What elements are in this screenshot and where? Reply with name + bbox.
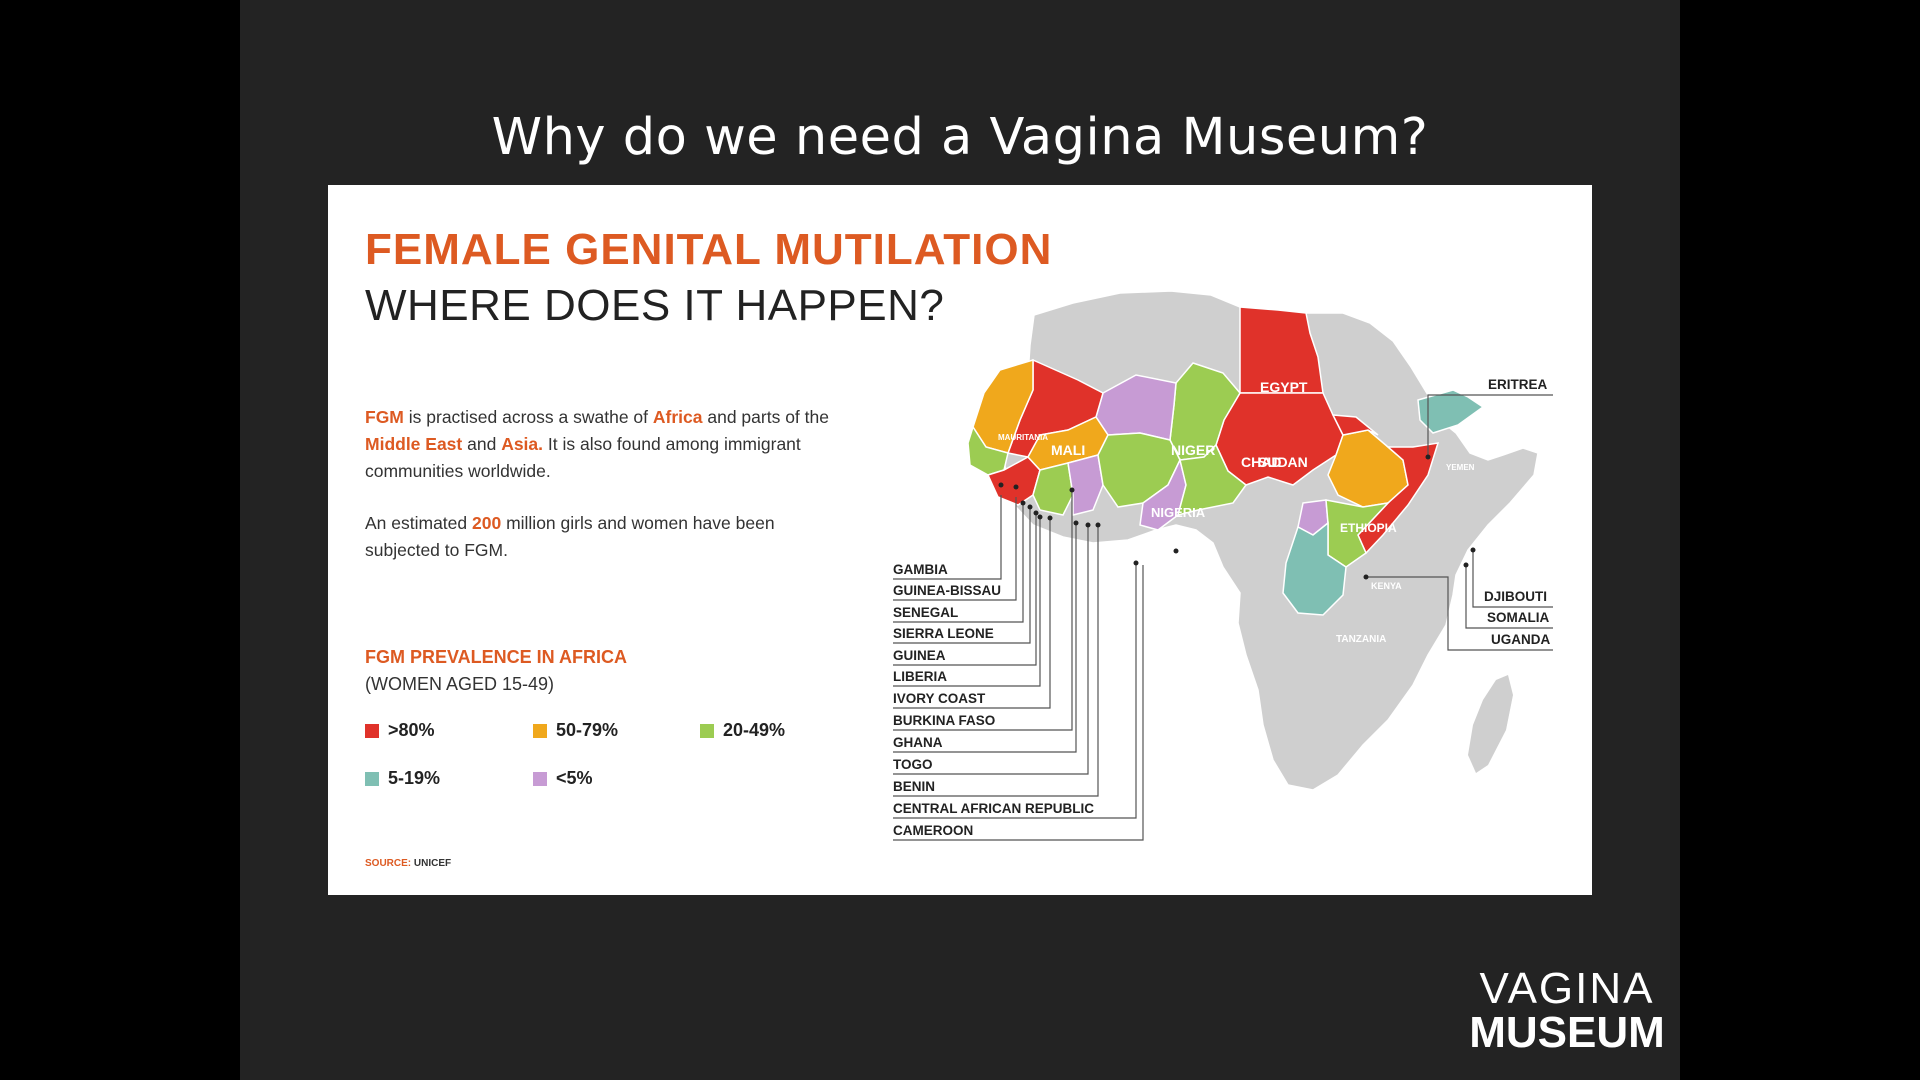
callout-togo: TOGO	[893, 757, 933, 772]
callout-gambia: GAMBIA	[893, 562, 948, 577]
slide-title: Why do we need a Vagina Museum?	[491, 108, 1429, 167]
label-egypt: EGYPT	[1260, 379, 1308, 395]
legend-title: FGM PREVALENCE IN AFRICA	[365, 647, 628, 667]
map-dot	[1037, 514, 1043, 520]
text-span: An estimated	[365, 513, 472, 533]
car-region	[1176, 443, 1248, 517]
text-span: and	[462, 434, 502, 454]
callout-uganda: UGANDA	[1491, 632, 1550, 647]
map-dot	[1047, 515, 1053, 521]
map-dot	[1363, 574, 1369, 580]
label-kenya: KENYA	[1371, 581, 1402, 591]
callout-dots	[998, 482, 1179, 566]
map-dot	[1173, 548, 1179, 554]
map-dot	[998, 482, 1004, 488]
legend-swatch	[533, 723, 547, 738]
map-dot	[1085, 522, 1091, 528]
callout-liberia: LIBERIA	[893, 669, 947, 684]
source-label: SOURCE:	[365, 858, 412, 869]
callout-benin: BENIN	[893, 779, 935, 794]
callout-ghana: GHANA	[893, 735, 943, 750]
map-dot	[1463, 562, 1469, 568]
logo-line2: MUSEUM	[1469, 1008, 1665, 1057]
legend-swatch	[365, 771, 379, 786]
callout-ivory-coast: IVORY COAST	[893, 691, 986, 706]
map-dot	[1470, 547, 1476, 553]
yemen-region	[1417, 389, 1485, 434]
map-dot	[1027, 504, 1033, 510]
map-dot	[1425, 454, 1431, 460]
tanzania-region	[1282, 521, 1347, 616]
callout-burkina-faso: BURKINA FASO	[893, 713, 995, 728]
text-highlight: 200	[472, 513, 502, 533]
callout-djibouti: DJIBOUTI	[1484, 589, 1547, 604]
map-dot	[1069, 487, 1075, 493]
label-niger: NIGER	[1171, 442, 1215, 458]
label-nigeria: NIGERIA	[1151, 505, 1206, 520]
intro-paragraph: FGM is practised across a swathe of Afri…	[365, 404, 835, 485]
callout-somalia: SOMALIA	[1487, 610, 1549, 625]
infographic-heading: FEMALE GENITAL MUTILATION	[365, 225, 1053, 274]
map-dot	[1133, 560, 1139, 566]
eritrea-region	[1331, 414, 1379, 436]
legend-subtitle: (WOMEN AGED 15-49)	[365, 674, 555, 694]
label-mauritania: MAURITANIA	[998, 433, 1048, 442]
legend-item: <5%	[533, 768, 593, 789]
text-highlight: Africa	[652, 407, 703, 427]
legend-label: 20-49%	[723, 720, 786, 740]
legend-swatch	[533, 771, 547, 786]
text-highlight: Asia.	[501, 434, 544, 454]
legend-label: <5%	[556, 768, 593, 788]
legend-label: 5-19%	[388, 768, 441, 788]
map-dot	[1095, 522, 1101, 528]
text-span: is practised across a swathe of	[403, 407, 653, 427]
text-highlight: FGM	[365, 407, 404, 427]
label-sudan: SUDAN	[1258, 454, 1308, 470]
somalia-region	[1357, 442, 1440, 555]
source-value: UNICEF	[413, 858, 452, 869]
callout-guinea: GUINEA	[893, 648, 946, 663]
presentation-slide: Why do we need a Vagina Museum? FEMALE G…	[240, 0, 1680, 1080]
ivory-coast-region	[1032, 462, 1074, 516]
label-mali: MALI	[1051, 442, 1085, 458]
legend-item: 20-49%	[700, 720, 785, 741]
callout-eritrea: ERITREA	[1488, 377, 1548, 392]
callout-guinea-bissau: GUINEA-BISSAU	[893, 583, 1001, 598]
text-span: and parts of the	[702, 407, 829, 427]
callout-senegal: SENEGAL	[893, 605, 958, 620]
callout-cameroon: CAMEROON	[893, 823, 973, 838]
madagascar	[1468, 675, 1513, 773]
legend-item: 50-79%	[533, 720, 618, 741]
label-chad: CHAD	[1241, 454, 1281, 470]
source-note: SOURCE: UNICEF	[365, 858, 451, 869]
fgm-infographic: FEMALE GENITAL MUTILATION WHERE DOES IT …	[328, 185, 1592, 895]
legend-item: >80%	[365, 720, 435, 741]
map-dot	[1073, 520, 1079, 526]
legend-label: 50-79%	[556, 720, 619, 740]
text-span: million girls and women have been subjec…	[365, 513, 775, 560]
vagina-museum-logo: VAGINA MUSEUM	[1467, 967, 1667, 1055]
legend-swatch	[700, 723, 714, 738]
africa-fgm-map: EGYPT SUDAN MALI MAURITANIA NIGER CHAD N…	[893, 290, 1553, 841]
infographic-subheading: WHERE DOES IT HAPPEN?	[365, 281, 945, 330]
callout-leader-lines	[893, 490, 1144, 841]
label-tanzania: TANZANIA	[1336, 634, 1386, 645]
legend-label: >80%	[388, 720, 435, 740]
map-dot	[1033, 510, 1039, 516]
callout-car: CENTRAL AFRICAN REPUBLIC	[893, 801, 1094, 816]
map-dot	[1020, 500, 1026, 506]
legend-item: 5-19%	[365, 768, 440, 789]
legend-swatch	[365, 723, 379, 738]
text-span: It is also found among immigrant communi…	[365, 434, 801, 481]
text-highlight: Middle East	[365, 434, 463, 454]
label-ethiopia: ETHIOPIA	[1340, 521, 1397, 535]
label-yemen: YEMEN	[1446, 463, 1475, 472]
logo-line1: VAGINA	[1479, 964, 1655, 1013]
right-callout-dots	[1363, 454, 1476, 580]
estimate-paragraph: An estimated 200 million girls and women…	[365, 510, 835, 564]
right-leader-lines	[1366, 394, 1553, 651]
callout-sierra-leone: SIERRA LEONE	[893, 626, 994, 641]
map-dot	[1013, 484, 1019, 490]
